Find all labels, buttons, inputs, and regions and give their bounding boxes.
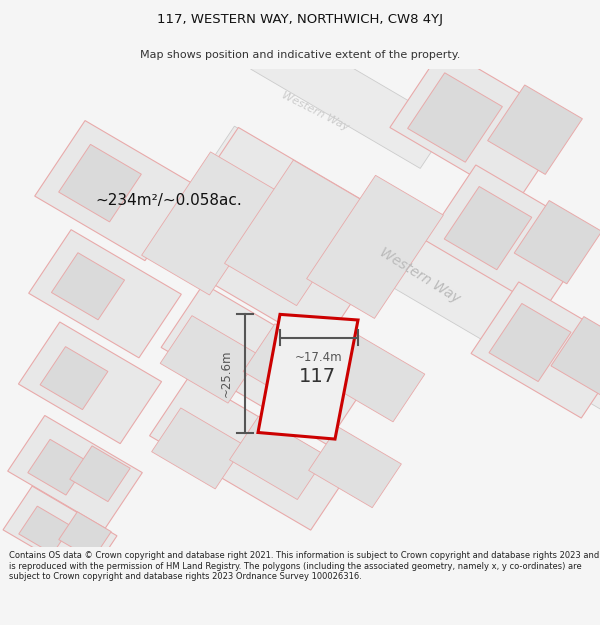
Polygon shape [551,317,600,394]
Polygon shape [149,376,350,530]
Polygon shape [258,314,358,439]
Polygon shape [8,416,142,528]
Polygon shape [52,253,125,320]
Polygon shape [325,334,425,422]
Polygon shape [70,446,130,502]
Polygon shape [488,85,583,174]
Polygon shape [308,427,401,508]
Polygon shape [19,506,71,554]
Polygon shape [425,165,595,310]
Polygon shape [251,26,449,168]
Polygon shape [142,152,278,295]
Polygon shape [3,486,117,579]
Polygon shape [243,324,347,414]
Polygon shape [407,72,502,162]
Polygon shape [19,322,161,444]
Polygon shape [156,127,404,348]
Polygon shape [152,408,244,489]
Polygon shape [40,347,108,409]
Text: Western Way: Western Way [377,244,463,306]
Polygon shape [202,126,600,424]
Polygon shape [224,160,365,306]
Polygon shape [29,229,181,358]
Polygon shape [59,144,142,222]
Polygon shape [35,121,195,261]
Polygon shape [489,304,571,381]
Polygon shape [230,416,326,499]
Polygon shape [514,201,600,284]
Polygon shape [390,48,570,202]
Text: Map shows position and indicative extent of the property.: Map shows position and indicative extent… [140,49,460,59]
Text: ~25.6m: ~25.6m [220,350,233,398]
Polygon shape [307,176,443,318]
Polygon shape [444,186,532,270]
Text: 117: 117 [299,367,337,386]
Text: ~234m²/~0.058ac.: ~234m²/~0.058ac. [95,192,242,208]
Polygon shape [28,439,88,495]
Polygon shape [471,282,600,418]
Polygon shape [160,316,260,403]
Text: 117, WESTERN WAY, NORTHWICH, CW8 4YJ: 117, WESTERN WAY, NORTHWICH, CW8 4YJ [157,13,443,26]
Text: ~17.4m: ~17.4m [295,351,343,364]
Text: Contains OS data © Crown copyright and database right 2021. This information is : Contains OS data © Crown copyright and d… [9,551,599,581]
Polygon shape [59,512,111,559]
Text: Western Way: Western Way [280,90,350,132]
Polygon shape [161,284,369,444]
